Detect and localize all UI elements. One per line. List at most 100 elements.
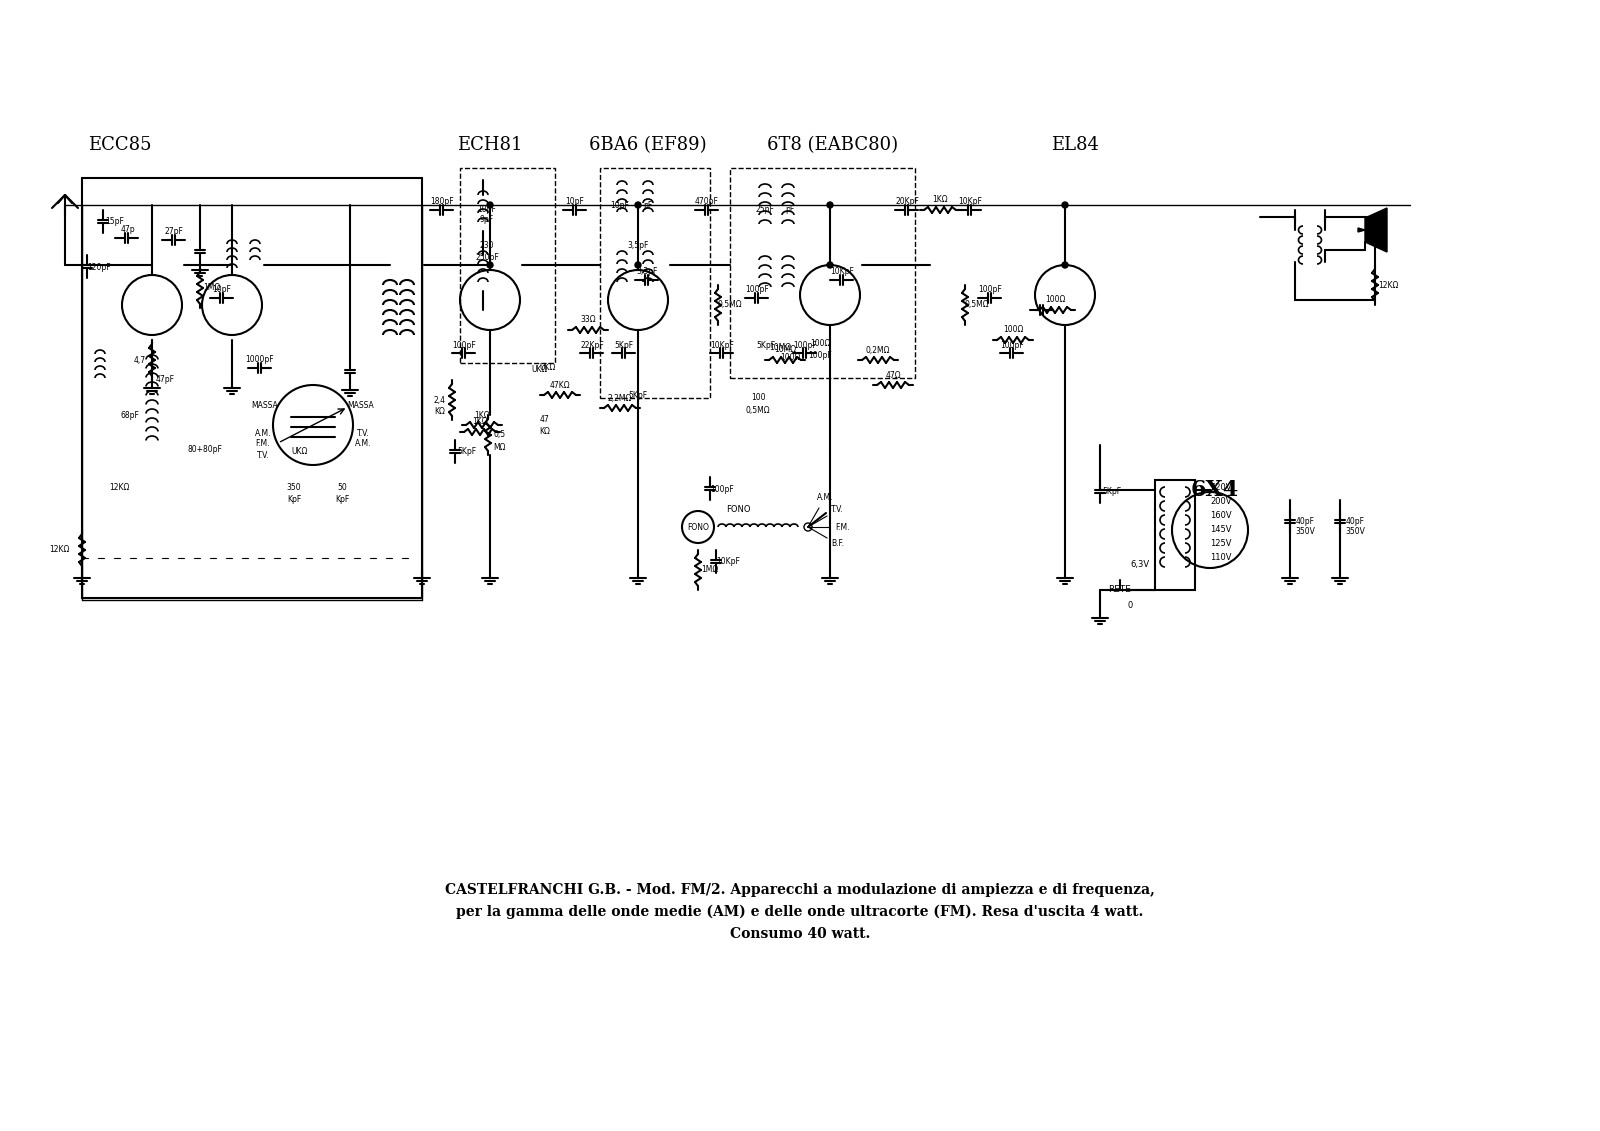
Bar [600,169,710,398]
Text: UKΩ: UKΩ [531,365,549,374]
Bar [461,169,555,363]
Text: 350: 350 [286,483,301,492]
Text: 100pF: 100pF [1000,340,1024,349]
Text: 1MΩ: 1MΩ [203,284,221,293]
Text: MASSA: MASSA [251,400,278,409]
Text: 1KΩ: 1KΩ [474,411,490,420]
Circle shape [635,202,642,208]
Circle shape [486,202,493,208]
Text: 230: 230 [480,241,494,250]
Bar [82,178,422,598]
Text: ECC85: ECC85 [88,136,152,154]
Text: 100pF: 100pF [710,484,734,493]
Circle shape [486,262,493,268]
Text: UKΩ: UKΩ [291,448,309,457]
Text: 350V: 350V [1346,527,1365,536]
Text: MΩ: MΩ [494,442,506,451]
Text: T.V.: T.V. [256,450,269,459]
Text: 100: 100 [750,394,765,403]
Text: 100Ω: 100Ω [1045,295,1066,304]
Text: 5KpF: 5KpF [1102,487,1122,497]
Text: F.M.: F.M. [256,440,270,449]
Text: 10KpF: 10KpF [958,198,982,207]
Text: 27pF: 27pF [165,227,184,236]
Text: 100pF: 100pF [794,340,818,349]
Text: 5KpF: 5KpF [629,390,648,399]
Text: 6BA6 (EF89): 6BA6 (EF89) [589,136,707,154]
Text: 15pF: 15pF [106,217,125,226]
Text: 68pF: 68pF [120,411,139,420]
Text: CASTELFRANCHI G.B. - Mod. FM/2. Apparecchi a modulazione di ampiezza e di freque: CASTELFRANCHI G.B. - Mod. FM/2. Apparecc… [445,883,1155,897]
Text: 6X4: 6X4 [1190,480,1238,501]
Polygon shape [1358,228,1365,232]
Text: 10MΩ: 10MΩ [770,344,790,353]
Text: 6T8 (EABC80): 6T8 (EABC80) [768,136,899,154]
Text: 10KpF: 10KpF [830,268,854,276]
Text: 1MΩ: 1MΩ [701,566,718,575]
Text: 2,2MΩ: 2,2MΩ [608,394,632,403]
Text: 20KpF: 20KpF [894,198,918,207]
Text: MASSA: MASSA [347,400,374,409]
Text: 100Ω: 100Ω [810,338,830,347]
Text: 10MΩ: 10MΩ [774,345,797,354]
Text: 5KpF: 5KpF [458,448,477,457]
Text: 25pF: 25pF [755,206,774,215]
Text: A.M.: A.M. [816,493,834,502]
Text: 50: 50 [338,483,347,492]
Text: 160V: 160V [1210,511,1232,520]
Text: KpF: KpF [286,495,301,504]
Text: 5KpF: 5KpF [614,340,634,349]
Text: KΩ: KΩ [435,407,445,416]
Text: 4,7: 4,7 [134,355,146,364]
Text: 10pF: 10pF [213,285,232,294]
Text: 100Ω: 100Ω [1003,326,1022,335]
Text: 33Ω: 33Ω [581,316,595,325]
Text: 1KΩ: 1KΩ [933,196,947,205]
Text: 80+80pF: 80+80pF [187,446,222,455]
Text: 0,2MΩ: 0,2MΩ [866,345,890,354]
Circle shape [1062,202,1069,208]
Text: EL84: EL84 [1051,136,1099,154]
Text: 6,3V: 6,3V [1131,561,1149,570]
Text: 100pF: 100pF [746,285,770,294]
Polygon shape [1365,208,1387,252]
Text: 180pF: 180pF [430,198,454,207]
Text: 470pF: 470pF [694,198,718,207]
Text: 0,5MΩ: 0,5MΩ [746,406,770,414]
Text: KpF: KpF [334,495,349,504]
Text: 9pF: 9pF [480,216,494,224]
Text: 100pF: 100pF [453,340,475,349]
Text: FONO: FONO [726,504,750,513]
Text: 3,3pF: 3,3pF [637,268,658,276]
Text: Consumo 40 watt.: Consumo 40 watt. [730,927,870,941]
Text: 40pF: 40pF [1346,518,1365,527]
Text: 5KpF: 5KpF [757,340,776,349]
Text: UKΩ: UKΩ [539,363,557,372]
Text: 40pF: 40pF [1296,518,1315,527]
Text: 1000pF: 1000pF [246,355,274,364]
Text: 12KΩ: 12KΩ [1378,280,1398,290]
Text: 10KpF: 10KpF [710,340,734,349]
Text: 12KΩ: 12KΩ [110,483,130,492]
Text: 47KΩ: 47KΩ [550,380,570,389]
Text: 0: 0 [1128,601,1133,610]
Bar [730,169,915,378]
Text: 220V: 220V [1210,483,1232,492]
Text: 47: 47 [541,415,550,424]
Text: 12KΩ: 12KΩ [50,545,70,554]
Text: 1KΩ: 1KΩ [472,417,488,426]
Text: 10pF: 10pF [477,206,496,215]
Text: FONO: FONO [686,523,709,532]
Text: B.F.: B.F. [830,539,843,549]
Text: 10pF: 10pF [565,198,584,207]
Text: 125V: 125V [1210,539,1232,549]
Text: 47p: 47p [120,225,136,234]
Text: A.M.: A.M. [254,429,272,438]
Circle shape [635,262,642,268]
Text: ECH81: ECH81 [458,136,523,154]
Text: RETE: RETE [1109,586,1131,595]
Text: 2,4: 2,4 [434,396,446,405]
Text: 0,5: 0,5 [494,431,506,440]
Text: 47Ω: 47Ω [885,371,901,380]
Text: 250pF: 250pF [475,252,499,261]
